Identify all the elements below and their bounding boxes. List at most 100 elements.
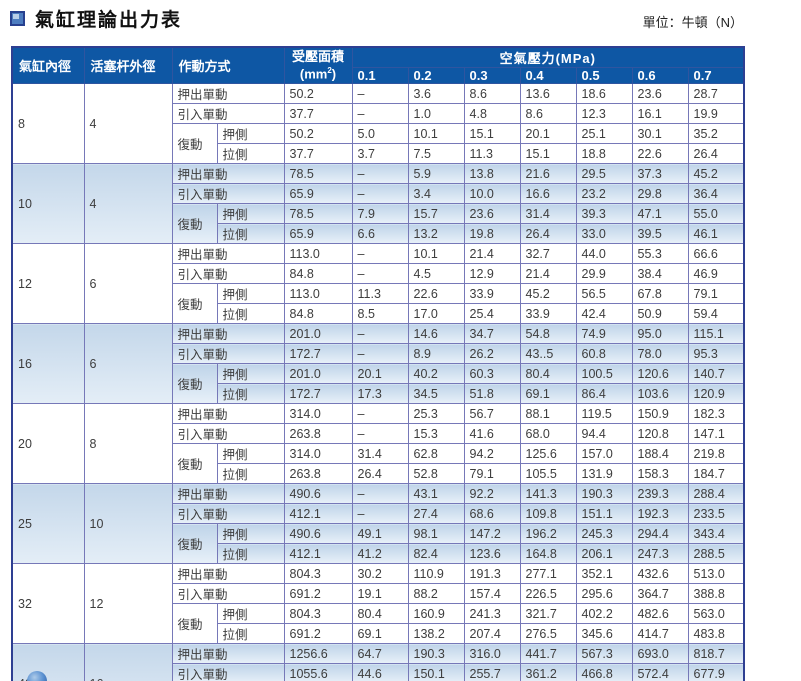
value-cell: 288.4: [687, 483, 745, 504]
action-label: 押出單動: [171, 163, 285, 184]
action-side-label: 拉側: [216, 543, 285, 564]
value-cell: 64.7: [351, 643, 409, 664]
value-cell: 120.8: [631, 423, 689, 444]
section-bullet-icon: [10, 11, 25, 26]
value-cell: 94.4: [575, 423, 633, 444]
value-cell: 8.9: [407, 343, 465, 364]
action-label: 引入單動: [171, 343, 285, 364]
value-cell: 482.6: [631, 603, 689, 624]
value-cell: 321.7: [519, 603, 577, 624]
value-cell: 26.4: [519, 223, 577, 244]
value-cell: 247.3: [631, 543, 689, 564]
value-cell: 157.4: [463, 583, 521, 604]
value-cell: 13.8: [463, 163, 521, 184]
value-cell: 69.1: [519, 383, 577, 404]
value-cell: 441.7: [519, 643, 577, 664]
value-cell: 88.2: [407, 583, 465, 604]
value-cell: 414.7: [631, 623, 689, 644]
value-cell: 23.6: [463, 203, 521, 224]
value-cell: 19.1: [351, 583, 409, 604]
table-row: 引入單動 65.9–3.4 10.0 16.6 23.2 29.8 36.4: [12, 183, 745, 204]
value-cell: 4.8: [463, 103, 521, 124]
action-side-label: 拉側: [216, 383, 285, 404]
value-cell: 79.1: [687, 283, 745, 304]
col-header-rod: 活塞杆外徑: [83, 46, 173, 84]
table-row: 拉側 412.1 41.2 82.4 123.6 164.8 206.1 247.3 288.5: [12, 543, 745, 564]
value-cell: 67.8: [631, 283, 689, 304]
area-cell: 804.3: [283, 563, 353, 584]
header-row-1: 氣缸內徑 活塞杆外徑 作動方式 受壓面積 (mm2) 空氣壓力(MPa): [11, 46, 745, 84]
value-cell: 88.1: [519, 403, 577, 424]
table-row: 32 12 押出單動 804.3 30.2 110.9 191.3 277.1 352.1 432…: [11, 563, 745, 644]
table-row: 20 8 押出單動 314.0–25.3 56.7 88.1 119.5 150.9 182.3: [11, 403, 745, 484]
value-cell: 33.0: [575, 223, 633, 244]
value-cell: 45.2: [687, 163, 745, 184]
value-cell: 233.5: [687, 503, 745, 524]
action-side-label: 拉側: [216, 223, 285, 244]
value-cell: 82.4: [407, 543, 465, 564]
area-cell: 691.2: [283, 623, 353, 644]
value-cell: 245.3: [575, 523, 633, 544]
col-header-p05: 0.5: [575, 67, 633, 84]
bore-cell: 32: [11, 563, 85, 644]
value-cell: 343.4: [687, 523, 745, 544]
table-row: 10 4 押出單動 78.5–5.9 13.8 21.6 29.5 37.3 45.2: [11, 163, 745, 244]
action-label: 引入單動: [171, 423, 285, 444]
value-cell: 33.9: [463, 283, 521, 304]
value-cell: 29.9: [575, 263, 633, 284]
value-cell: 3.4: [407, 183, 465, 204]
value-cell: 47.1: [631, 203, 689, 224]
action-label: 引入單動: [171, 183, 285, 204]
value-cell: 483.8: [687, 623, 745, 644]
value-cell: 316.0: [463, 643, 521, 664]
value-cell: 5.9: [407, 163, 465, 184]
area-cell: 490.6: [283, 483, 353, 504]
value-cell: 26.2: [463, 343, 521, 364]
action-side-label: 押側: [216, 203, 285, 224]
value-cell: 34.7: [463, 323, 521, 344]
value-cell: –: [351, 323, 409, 344]
value-cell: 94.2: [463, 443, 521, 464]
value-cell: 17.3: [351, 383, 409, 404]
value-cell: 295.6: [575, 583, 633, 604]
value-cell: 388.8: [687, 583, 745, 604]
table-row: 拉側 172.7 17.3 34.5 51.8 69.1 86.4 103.6 120.9: [12, 383, 745, 404]
area-cell: 84.8: [283, 263, 353, 284]
value-cell: 95.3: [687, 343, 745, 364]
value-cell: 45.2: [519, 283, 577, 304]
area-cell: 65.9: [283, 183, 353, 204]
area-cell: 50.2: [283, 123, 353, 144]
value-cell: 147.2: [463, 523, 521, 544]
area-cell: 37.7: [283, 103, 353, 124]
action-label: 押出單動: [171, 643, 285, 664]
table-row: 復動 押側 314.0 31.4 62.8 94.2 125.6 157.0 188.4 219.…: [12, 443, 745, 484]
value-cell: 43..5: [519, 343, 577, 364]
value-cell: 141.3: [519, 483, 577, 504]
value-cell: 31.4: [519, 203, 577, 224]
value-cell: 60.8: [575, 343, 633, 364]
value-cell: 66.6: [687, 243, 745, 264]
value-cell: 3.7: [351, 143, 409, 164]
area-cell: 691.2: [283, 583, 353, 604]
value-cell: 19.8: [463, 223, 521, 244]
value-cell: 190.3: [575, 483, 633, 504]
table-row: 復動 押側 50.2 5.0 10.1 15.1 20.1 25.1 30.1 35.2: [12, 123, 745, 164]
value-cell: 10.1: [407, 123, 465, 144]
area-cell: 78.5: [283, 203, 353, 224]
value-cell: 27.4: [407, 503, 465, 524]
value-cell: 513.0: [687, 563, 745, 584]
table-row: 16 6 押出單動 201.0–14.6 34.7 54.8 74.9 95.0 115.1: [11, 323, 745, 404]
area-cell: 65.9: [283, 223, 353, 244]
page-title: 氣缸理論出力表: [35, 10, 183, 31]
value-cell: 364.7: [631, 583, 689, 604]
bore-cell: 25: [11, 483, 85, 564]
table-row: 復動 押側 78.5 7.9 15.7 23.6 31.4 39.3 47.1 55.0: [12, 203, 745, 244]
col-header-area: 受壓面積 (mm2): [283, 46, 353, 84]
value-cell: 5.0: [351, 123, 409, 144]
value-cell: 21.6: [519, 163, 577, 184]
col-header-pressure-group: 空氣壓力(MPa): [351, 46, 745, 68]
value-cell: 10.0: [463, 183, 521, 204]
value-cell: 17.0: [407, 303, 465, 324]
area-cell: 263.8: [283, 463, 353, 484]
area-unit-sup: 2: [327, 65, 332, 75]
